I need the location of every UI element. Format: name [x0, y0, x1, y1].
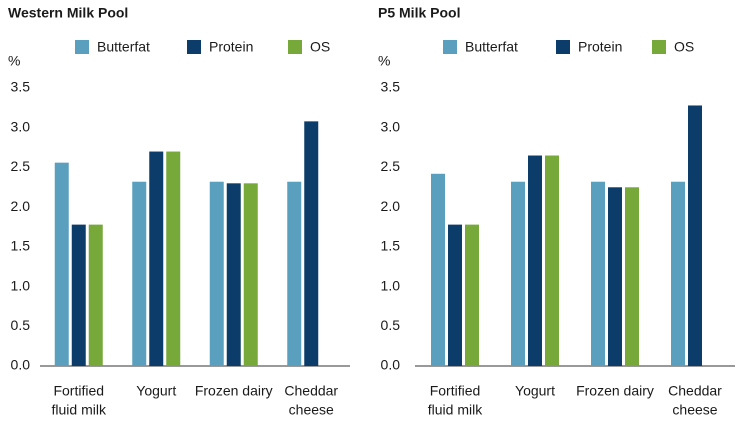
- legend-label: Protein: [209, 39, 253, 55]
- legend-label: OS: [310, 39, 330, 55]
- chart-title: Western Milk Pool: [8, 5, 128, 21]
- bar: [431, 173, 445, 366]
- y-tick-label: 3.0: [11, 118, 31, 134]
- legend-swatch: [556, 40, 570, 54]
- legend-label: Butterfat: [465, 39, 518, 55]
- bar: [166, 151, 181, 366]
- legend-label: OS: [674, 39, 694, 55]
- x-tick-label: Frozen dairy: [576, 383, 654, 399]
- bar: [608, 187, 622, 366]
- bar: [591, 181, 605, 366]
- bar: [671, 181, 685, 366]
- bar: [54, 162, 69, 366]
- y-tick-label: 0.0: [11, 357, 31, 373]
- bar: [304, 121, 319, 366]
- x-tick-label: Yogurt: [515, 383, 555, 399]
- bar: [465, 224, 479, 366]
- bar: [528, 155, 542, 366]
- bar: [88, 224, 103, 366]
- y-tick-label: 3.0: [381, 118, 401, 134]
- legend-swatch: [75, 40, 89, 54]
- y-tick-label: 2.0: [381, 198, 401, 214]
- bar: [243, 183, 258, 366]
- bar: [688, 105, 702, 366]
- bar: [545, 155, 559, 366]
- x-tick-label: fluid milk: [52, 402, 107, 418]
- y-tick-label: 1.5: [381, 238, 401, 254]
- x-tick-label: cheese: [289, 402, 334, 418]
- legend-label: Protein: [578, 39, 622, 55]
- bar: [625, 187, 639, 366]
- chart-title: P5 Milk Pool: [378, 5, 460, 21]
- bar: [209, 181, 224, 366]
- y-axis-label: %: [378, 53, 390, 69]
- x-tick-label: Cheddar: [668, 383, 722, 399]
- bar: [149, 151, 164, 366]
- y-axis-label: %: [8, 53, 20, 69]
- y-tick-label: 1.0: [381, 277, 401, 293]
- y-tick-label: 1.5: [11, 238, 31, 254]
- x-tick-label: cheese: [672, 402, 717, 418]
- bar: [511, 181, 525, 366]
- legend-label: Butterfat: [97, 39, 150, 55]
- x-tick-label: Fortified: [53, 383, 104, 399]
- bar: [448, 224, 462, 366]
- y-tick-label: 2.0: [11, 198, 31, 214]
- y-tick-label: 0.5: [381, 317, 401, 333]
- x-tick-label: Fortified: [430, 383, 481, 399]
- bar: [71, 224, 86, 366]
- legend-swatch: [443, 40, 457, 54]
- y-tick-label: 0.0: [381, 357, 401, 373]
- bar: [226, 183, 241, 366]
- x-tick-label: Frozen dairy: [195, 383, 273, 399]
- legend-swatch: [288, 40, 302, 54]
- bar: [132, 181, 147, 366]
- legend-swatch: [652, 40, 666, 54]
- x-tick-label: Yogurt: [136, 383, 176, 399]
- bar: [287, 181, 302, 366]
- y-tick-label: 3.5: [381, 79, 401, 95]
- x-tick-label: fluid milk: [428, 402, 483, 418]
- y-tick-label: 0.5: [11, 317, 31, 333]
- x-tick-label: Cheddar: [284, 383, 338, 399]
- y-tick-label: 2.5: [381, 158, 401, 174]
- y-tick-label: 2.5: [11, 158, 31, 174]
- legend-swatch: [187, 40, 201, 54]
- y-tick-label: 1.0: [11, 277, 31, 293]
- y-tick-label: 3.5: [11, 79, 31, 95]
